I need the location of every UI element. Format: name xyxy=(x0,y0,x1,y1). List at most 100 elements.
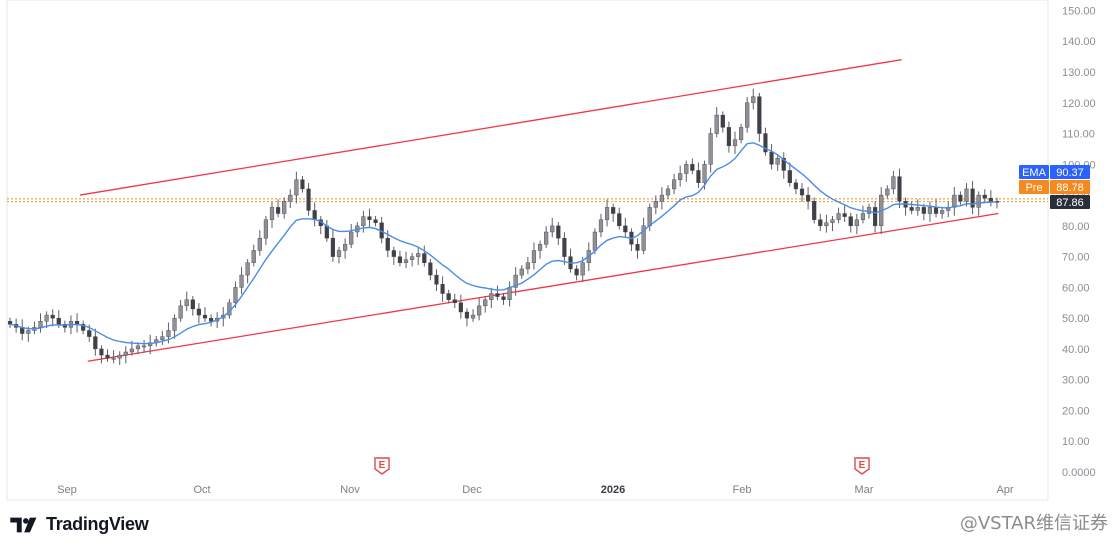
candle-body xyxy=(324,225,329,239)
candle-body xyxy=(562,237,567,257)
candle xyxy=(769,143,774,170)
candle-body xyxy=(751,96,756,103)
candle-body xyxy=(824,222,829,227)
candle-body xyxy=(50,314,55,319)
candle-body xyxy=(464,311,470,319)
earnings-marker-label: E xyxy=(859,460,866,471)
candle-body xyxy=(635,244,640,251)
price-badge-value: 88.78 xyxy=(1056,182,1084,194)
candle-body xyxy=(483,299,488,307)
candle-body xyxy=(446,293,451,300)
tradingview-wordmark: TradingView xyxy=(46,514,149,534)
candle-body xyxy=(544,231,549,245)
candle-body xyxy=(732,139,738,147)
candle-body xyxy=(403,259,409,263)
candle-body xyxy=(915,207,920,211)
candle-body xyxy=(74,321,80,325)
candle xyxy=(44,311,49,328)
candle-body xyxy=(117,354,122,359)
earnings-marker[interactable]: E xyxy=(374,457,390,475)
candle xyxy=(105,349,110,362)
candle-body xyxy=(361,216,366,227)
candle xyxy=(873,201,878,233)
candle xyxy=(799,183,805,202)
candle xyxy=(970,180,975,215)
candle-body xyxy=(531,250,537,263)
candle-body xyxy=(611,207,616,214)
candle xyxy=(574,265,579,281)
price-badge-name-bg xyxy=(1019,165,1049,179)
candle-body xyxy=(349,231,354,245)
y-tick-label: 70.00 xyxy=(1062,252,1090,264)
candle xyxy=(988,190,993,207)
candle xyxy=(501,292,506,305)
tradingview-logo[interactable]: TradingView xyxy=(10,514,149,535)
candle xyxy=(184,291,189,312)
candle-body xyxy=(416,253,421,257)
candle xyxy=(653,195,658,215)
reference-lines xyxy=(7,198,1048,203)
candle-body xyxy=(87,330,92,337)
candle-body xyxy=(671,179,677,190)
candle xyxy=(306,183,311,216)
y-tick-label: 40.00 xyxy=(1062,344,1090,356)
candle-body xyxy=(428,262,433,276)
candle xyxy=(300,175,305,193)
channel-lower-line xyxy=(87,212,999,362)
price-badge: 87.86 xyxy=(1050,195,1090,209)
candle-body xyxy=(489,293,494,300)
candle xyxy=(141,339,147,353)
candle-body xyxy=(739,127,744,140)
price-badge: Pre 88.78 xyxy=(1019,180,1090,194)
candle-body xyxy=(952,194,957,208)
candle-body xyxy=(178,305,183,319)
candle xyxy=(940,206,945,219)
candle-body xyxy=(848,216,853,227)
candle xyxy=(397,250,403,267)
candle-body xyxy=(123,351,128,356)
candle xyxy=(757,92,762,142)
candle-body xyxy=(93,336,98,350)
price-axis[interactable]: 150.00140.00130.00120.00110.00100.0090.0… xyxy=(1062,5,1096,479)
candle-body xyxy=(696,170,701,183)
x-tick-label: 2026 xyxy=(601,484,625,496)
candle xyxy=(99,345,104,364)
y-tick-label: 130.00 xyxy=(1062,67,1096,79)
trend-channel xyxy=(79,59,999,362)
earnings-marker[interactable]: E xyxy=(854,457,870,475)
time-axis[interactable]: Sep Oct Nov Dec 2026 Feb Mar Apr xyxy=(57,484,1014,496)
price-labels: EMA 90.37 Pre 88.78 87.86 xyxy=(1019,165,1090,209)
candle xyxy=(848,212,853,233)
candle xyxy=(391,246,396,265)
candle-body xyxy=(507,287,512,300)
candle-body xyxy=(653,201,658,208)
candle xyxy=(684,160,689,182)
vstar-watermark: @VSTAR维信证券 xyxy=(960,509,1108,535)
candle-body xyxy=(787,170,792,183)
candle-body xyxy=(726,127,731,147)
candle-body xyxy=(970,188,975,208)
x-tick-label: Dec xyxy=(462,484,482,496)
candle-body xyxy=(781,157,786,171)
candle-body xyxy=(306,188,311,211)
plot-border xyxy=(6,0,1049,501)
candle-body xyxy=(988,197,993,202)
candle-body xyxy=(927,207,933,214)
earnings-marker-shape xyxy=(374,457,390,475)
candle-body xyxy=(592,231,597,251)
candle xyxy=(410,252,415,267)
candle xyxy=(751,88,756,110)
candle xyxy=(678,165,683,187)
candle xyxy=(416,247,421,265)
candle xyxy=(428,259,433,281)
tradingview-logo-icon xyxy=(10,517,37,532)
candle xyxy=(617,207,622,230)
candle-body xyxy=(111,357,116,360)
candle-body xyxy=(623,225,628,233)
candle-body xyxy=(860,213,866,220)
candle xyxy=(202,307,208,322)
candle-body xyxy=(294,179,299,196)
plot-area[interactable] xyxy=(0,0,1048,500)
